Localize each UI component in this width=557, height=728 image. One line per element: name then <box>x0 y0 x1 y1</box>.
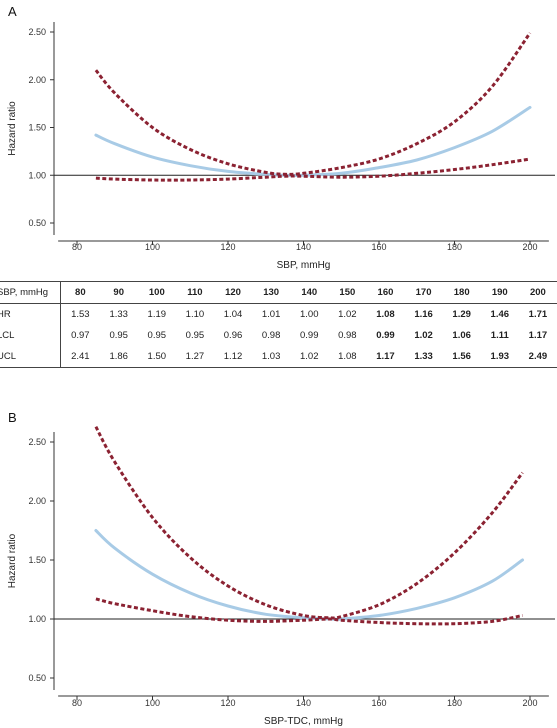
table-cell: 1.11 <box>490 330 509 341</box>
table-header-cell: 150 <box>328 281 367 304</box>
table-cell: 1.33 <box>109 309 128 320</box>
table-cell: 1.53 <box>71 309 90 320</box>
table-cell: 1.02 <box>290 346 329 368</box>
table-cell: 1.17 <box>366 346 405 368</box>
x-tick-label: 120 <box>220 242 235 252</box>
x-tick-label: 80 <box>72 698 82 708</box>
series-line-lcl <box>95 597 523 626</box>
table-cell: 0.95 <box>147 330 167 341</box>
series-line-ucl <box>94 32 532 176</box>
table-cell: 1.06 <box>452 330 471 341</box>
table-cell: 1.01 <box>261 309 281 320</box>
y-tick-label: 1.00 <box>28 614 46 624</box>
table-cell: 0.95 <box>185 330 205 341</box>
table-cell: 1.02 <box>414 330 433 341</box>
table-cell: 0.99 <box>299 330 319 341</box>
table-cell: 1.00 <box>299 309 319 320</box>
x-tick-label: 160 <box>371 242 386 252</box>
x-tick-label: 180 <box>447 242 462 252</box>
x-axis-title: SBP-TDC, mmHg <box>264 716 343 727</box>
table-header-cell: 120 <box>213 281 253 304</box>
table-header-cell: 160 <box>366 281 405 304</box>
panel-label: A <box>8 4 17 19</box>
y-axis-title: Hazard ratio <box>7 101 18 156</box>
table-cell: 1.02 <box>338 309 357 320</box>
panel-label: B <box>8 410 17 425</box>
table-cell: 1.29 <box>452 309 471 320</box>
chart-panel-a: A 0.50 1.00 1.50 2.00 2.50 80 100 120 140 160 180 20… <box>7 4 555 271</box>
series-line-hr <box>94 105 532 177</box>
x-tick-label: 160 <box>371 698 386 708</box>
table-row: UCL 2.41 1.86 1.50 1.27 1.12 1.03 1.02 1.08 1.17 1… <box>0 346 557 368</box>
table-cell: 1.17 <box>528 330 548 341</box>
table-header-cell: 130 <box>252 281 291 304</box>
x-tick-label: 180 <box>447 698 462 708</box>
table-cell: 1.93 <box>480 346 519 368</box>
table-header-cell: 90 <box>99 281 138 304</box>
table-header-cell: 110 <box>175 281 214 304</box>
table-cell: 1.03 <box>252 346 291 368</box>
chart-panel-b: B 0.50 1.00 1.50 2.00 2.50 80 100 120 140 160 180 20… <box>7 410 555 727</box>
x-axis-title: SBP, mmHg <box>277 260 331 271</box>
hazard-ratio-table: SBP, mmHg 80 90 100 110 120 130 140 150 160 170 180… <box>0 281 557 368</box>
y-tick-label: 0.50 <box>28 673 46 683</box>
table-row-label: LCL <box>0 325 61 346</box>
table-row-label: UCL <box>0 346 61 368</box>
table-cell: 0.96 <box>223 330 243 341</box>
table-cell: 1.19 <box>147 309 167 320</box>
table-header-row: SBP, mmHg 80 90 100 110 120 130 140 150 160 170 180… <box>0 281 557 304</box>
table-cell: 1.50 <box>137 346 176 368</box>
table-cell: 0.98 <box>261 330 281 341</box>
y-tick-label: 1.50 <box>28 123 46 133</box>
table-cell: 0.95 <box>109 330 128 341</box>
y-tick-label: 2.00 <box>28 496 46 506</box>
table-header-cell: 180 <box>442 281 481 304</box>
table-cell: 0.98 <box>338 330 357 341</box>
x-tick-label: 80 <box>72 242 82 252</box>
y-tick-label: 2.00 <box>28 75 46 85</box>
table-header-cell: 140 <box>290 281 329 304</box>
table-header-cell: 190 <box>480 281 519 304</box>
y-tick-label: 2.50 <box>28 27 46 37</box>
y-tick-label: 1.00 <box>28 170 46 180</box>
table-cell: 0.97 <box>71 330 90 341</box>
x-tick-label: 200 <box>522 242 537 252</box>
table-header-label: SBP, mmHg <box>0 281 61 304</box>
table-cell: 2.49 <box>518 346 557 368</box>
table-cell: 2.41 <box>60 346 100 368</box>
x-tick-label: 120 <box>220 698 235 708</box>
table-cell: 1.71 <box>528 309 548 320</box>
table-cell: 0.99 <box>376 330 395 341</box>
table-header-cell: 80 <box>60 281 100 304</box>
x-tick-label: 140 <box>296 698 311 708</box>
table-cell: 1.08 <box>328 346 367 368</box>
series-line-lcl <box>95 157 531 182</box>
x-tick-label: 100 <box>145 242 160 252</box>
table-cell: 1.04 <box>223 309 243 320</box>
table-cell: 1.10 <box>185 309 205 320</box>
y-tick-label: 0.50 <box>28 218 46 228</box>
table-cell: 1.27 <box>175 346 214 368</box>
y-axis-title: Hazard ratio <box>7 533 18 588</box>
series-line-ucl <box>94 426 524 620</box>
x-tick-label: 200 <box>522 698 537 708</box>
table-cell: 1.33 <box>404 346 443 368</box>
table-header-cell: 200 <box>518 281 557 304</box>
table-row: LCL 0.97 0.95 0.95 0.95 0.96 0.98 0.99 0.98 0.99 1… <box>0 325 557 346</box>
table-cell: 1.08 <box>376 309 395 320</box>
y-tick-label: 2.50 <box>28 437 46 447</box>
y-tick-label: 1.50 <box>28 555 46 565</box>
table-cell: 1.86 <box>99 346 138 368</box>
table-cell: 1.12 <box>213 346 253 368</box>
table-header-cell: 100 <box>137 281 176 304</box>
x-tick-label: 100 <box>145 698 160 708</box>
table-row: HR 1.53 1.33 1.19 1.10 1.04 1.01 1.00 1.02 1.08 1.… <box>0 303 557 325</box>
table-cell: 1.56 <box>442 346 481 368</box>
x-tick-label: 140 <box>296 242 311 252</box>
table-cell: 1.16 <box>414 309 433 320</box>
series-line-hr <box>94 529 524 621</box>
table-cell: 1.46 <box>490 309 510 320</box>
table-header-cell: 170 <box>404 281 443 304</box>
table-row-label: HR <box>0 303 61 325</box>
